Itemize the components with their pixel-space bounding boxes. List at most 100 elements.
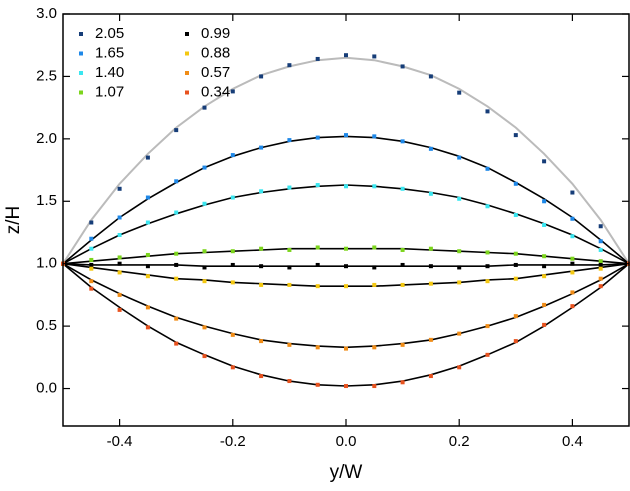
data-point [428,74,433,79]
data-point [400,262,405,267]
data-point [542,264,547,269]
x-axis-title: y/W [330,462,363,483]
data-point [230,280,235,285]
data-point [259,189,264,194]
data-point [485,352,490,357]
data-point [457,331,462,336]
data-point [598,239,603,244]
y-tick-label: 2.0 [36,130,57,147]
y-axis-title: z/H [3,206,24,235]
data-point [230,365,235,370]
data-point [202,249,207,254]
data-point [174,276,179,281]
data-point [513,133,518,138]
data-point [174,341,179,346]
data-point [344,384,348,389]
legend-label: 0.57 [201,64,230,81]
legend-marker [79,51,83,56]
data-point [400,247,405,252]
x-tick-label: -0.2 [220,433,246,450]
data-point [202,354,207,359]
data-point [542,322,547,327]
data-point [428,337,433,342]
data-point [315,284,320,289]
data-point [287,63,292,68]
data-point [400,139,405,144]
data-point [145,220,150,225]
fit-line [62,56,630,265]
data-point [230,262,235,267]
data-point [457,196,462,201]
data-point [344,133,348,138]
data-point [513,314,518,319]
data-point [230,249,235,254]
data-point [598,247,603,252]
data-point [174,262,179,267]
data-point [485,264,490,269]
data-point [145,325,150,330]
legend-marker [185,71,189,75]
data-point [174,210,179,215]
data-point [287,138,292,143]
data-point [315,262,320,267]
legend-label: 1.40 [95,64,124,81]
data-point [315,135,320,140]
x-tick-label: 0.0 [336,433,357,450]
legend-label: 0.34 [201,83,230,100]
data-point [372,345,377,350]
data-point [542,254,547,259]
data-point [259,246,264,251]
data-point [485,166,490,171]
data-point [145,274,150,279]
data-point [89,262,94,267]
data-point [259,374,264,379]
data-point [570,234,575,239]
data-point [372,265,377,270]
data-point [400,380,405,385]
data-point [513,262,518,267]
legend-label: 1.07 [95,83,124,100]
data-point [598,259,603,264]
data-point [542,222,547,227]
data-point [485,109,490,114]
data-point [174,251,179,256]
data-point [542,274,547,279]
data-point [202,201,207,206]
data-point [117,292,122,297]
data-point [315,245,320,250]
data-point [485,279,490,284]
data-point [344,346,348,351]
data-point [287,247,292,252]
data-point [542,199,547,204]
data-point [457,249,462,254]
data-point [89,279,94,284]
data-point [259,339,264,344]
data-point [259,145,264,150]
data-point [513,339,518,344]
legend-label: 0.99 [201,25,230,42]
data-point [400,64,405,69]
data-point [287,379,292,384]
legend-marker [79,71,83,75]
data-point [570,290,575,295]
legend-label: 0.88 [201,44,230,61]
data-point [145,264,150,269]
data-point [315,56,320,61]
x-tick-label: 0.2 [449,433,470,450]
data-point [287,185,292,190]
data-point [89,266,94,271]
data-point [117,307,122,312]
data-point [428,191,433,196]
data-point [598,262,603,267]
data-point [315,183,320,188]
data-point [315,382,320,387]
data-point [428,264,433,269]
data-point [230,89,235,94]
data-point [570,190,575,195]
data-point [570,216,575,221]
data-point [457,365,462,370]
data-point [570,270,575,275]
legend-marker [79,90,83,95]
legend-marker [185,51,189,56]
data-point [372,384,377,389]
